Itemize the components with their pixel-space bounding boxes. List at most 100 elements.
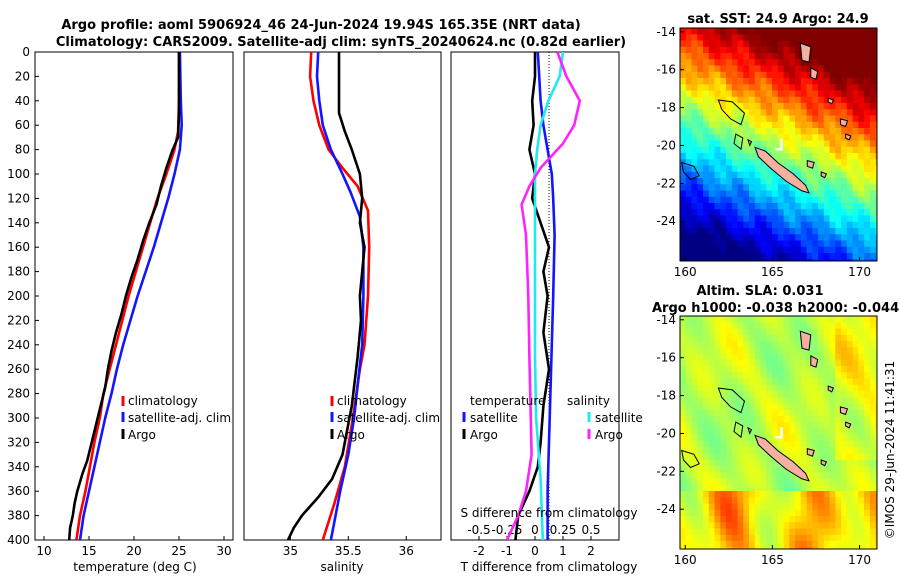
field-cell xyxy=(841,397,848,405)
field-cell xyxy=(841,391,848,398)
field-cell xyxy=(835,240,842,248)
field-cell xyxy=(754,547,762,549)
field-cell xyxy=(749,153,756,160)
field-cell xyxy=(703,409,710,417)
field-cell xyxy=(680,78,687,85)
field-cell xyxy=(720,253,727,260)
field-cell xyxy=(823,171,831,179)
field-cell xyxy=(720,240,727,248)
field-cell xyxy=(708,516,716,523)
field-cell xyxy=(789,53,796,60)
field-cell xyxy=(691,378,698,386)
field-cell xyxy=(829,403,836,411)
field-cell xyxy=(818,184,825,192)
field-cell xyxy=(743,234,750,242)
salinity-tick-label: 35 xyxy=(283,544,298,558)
field-cell xyxy=(708,359,716,367)
field-cell xyxy=(772,115,779,123)
field-cell xyxy=(680,103,687,110)
field-cell xyxy=(731,384,739,392)
field-cell xyxy=(691,503,698,511)
field-cell xyxy=(720,484,727,492)
field-cell xyxy=(708,541,716,548)
field-cell xyxy=(726,453,733,461)
field-cell xyxy=(737,441,744,448)
field-cell xyxy=(829,497,836,505)
field-cell xyxy=(800,353,808,361)
field-cell xyxy=(795,228,802,235)
field-cell xyxy=(812,547,819,549)
field-cell xyxy=(691,359,698,367)
field-cell xyxy=(783,341,790,348)
field-cell xyxy=(812,459,819,467)
island-vanuatu-erromango xyxy=(839,406,849,416)
field-cell xyxy=(749,453,756,461)
field-cell xyxy=(812,146,819,154)
field-cell xyxy=(846,547,854,549)
field-cell xyxy=(864,171,871,179)
field-cell xyxy=(697,359,704,367)
field-cell xyxy=(841,115,848,123)
field-cell xyxy=(754,71,762,79)
field-cell xyxy=(875,359,877,367)
field-cell xyxy=(685,215,693,223)
field-cell xyxy=(720,516,727,523)
field-cell xyxy=(697,221,704,229)
field-cell xyxy=(777,516,785,523)
field-cell xyxy=(777,347,785,355)
field-cell xyxy=(680,203,687,210)
field-cell xyxy=(680,428,687,436)
field-cell xyxy=(835,253,842,260)
field-cell xyxy=(743,322,750,330)
field-cell xyxy=(697,459,704,467)
field-cell xyxy=(726,459,733,467)
field-cell xyxy=(754,253,762,260)
field-cell xyxy=(795,478,802,486)
field-cell xyxy=(760,90,767,98)
field-cell xyxy=(875,353,877,361)
field-cell xyxy=(731,159,739,167)
field-cell xyxy=(852,372,859,380)
field-cell xyxy=(708,472,716,480)
field-cell xyxy=(754,516,762,523)
sst-map-title: sat. SST: 24.9 Argo: 24.9 xyxy=(687,12,868,27)
field-cell xyxy=(835,434,842,442)
field-cell xyxy=(800,146,808,154)
field-cell xyxy=(846,203,854,210)
field-cell xyxy=(835,90,842,98)
depth-tick-label: 120 xyxy=(7,191,30,205)
field-cell xyxy=(852,547,859,549)
field-cell xyxy=(812,190,819,198)
field-cell xyxy=(772,378,779,386)
field-cell xyxy=(680,491,687,498)
field-cell xyxy=(703,422,710,430)
field-cell xyxy=(772,190,779,198)
field-cell xyxy=(783,59,790,67)
field-cell xyxy=(760,516,767,523)
field-cell xyxy=(754,53,762,60)
field-cell xyxy=(691,428,698,436)
field-cell xyxy=(772,196,779,204)
field-cell xyxy=(812,434,819,442)
field-cell xyxy=(823,209,831,217)
field-cell xyxy=(772,384,779,392)
field-cell xyxy=(749,196,756,204)
field-cell xyxy=(703,90,710,98)
field-cell xyxy=(737,209,744,217)
field-cell xyxy=(806,115,813,123)
field-cell xyxy=(852,34,859,42)
field-cell xyxy=(869,341,877,348)
field-cell xyxy=(783,397,790,405)
field-cell xyxy=(783,353,790,361)
field-cell xyxy=(749,534,756,542)
field-cell xyxy=(685,547,693,549)
field-cell xyxy=(691,159,698,167)
field-cell xyxy=(841,53,848,60)
field-cell xyxy=(777,159,785,167)
field-cell xyxy=(714,246,721,254)
field-cell xyxy=(852,447,859,455)
legend-salinity-title: salinity xyxy=(567,394,610,408)
field-cell xyxy=(823,40,831,48)
field-cell xyxy=(818,484,825,492)
field-cell xyxy=(835,78,842,85)
